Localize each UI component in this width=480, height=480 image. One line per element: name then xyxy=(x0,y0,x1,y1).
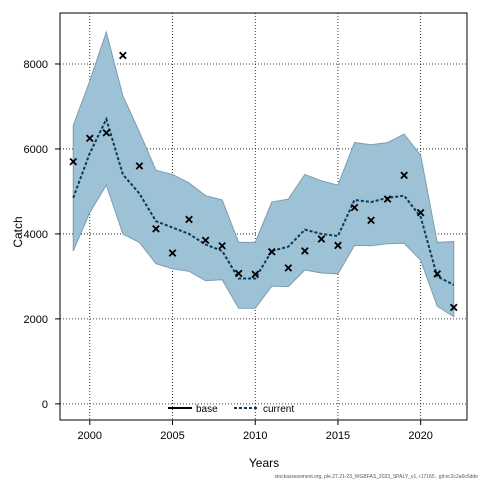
y-tick-label: 8000 xyxy=(24,59,48,71)
legend-base-label: base xyxy=(196,404,218,415)
observed-point xyxy=(267,247,276,256)
observed-point xyxy=(317,235,326,243)
observed-point xyxy=(301,247,309,255)
observed-point xyxy=(367,216,375,225)
observed-point xyxy=(69,157,78,166)
observed-point xyxy=(152,224,160,233)
observed-point xyxy=(334,241,342,250)
x-tick-label: 2000 xyxy=(78,430,102,442)
observed-point xyxy=(383,195,392,203)
observed-point xyxy=(85,134,94,143)
observed-point xyxy=(201,236,210,245)
y-axis: 0 2000 4000 6000 8000 xyxy=(24,59,60,411)
x-tick-label: 2005 xyxy=(160,430,184,442)
plot-frame xyxy=(59,12,468,421)
y-tick-label: 2000 xyxy=(24,314,48,326)
observed-point xyxy=(135,162,144,170)
observed-point xyxy=(102,128,111,137)
x-tick-label: 2015 xyxy=(326,430,350,442)
y-tick-label: 6000 xyxy=(24,144,48,156)
observed-point xyxy=(218,241,226,250)
y-tick-label: 4000 xyxy=(24,229,48,241)
x-axis: 2000 2005 2010 2015 2020 xyxy=(78,420,433,442)
x-tick-label: 2020 xyxy=(408,430,432,442)
observed-point xyxy=(284,264,293,272)
observed-point xyxy=(119,51,127,60)
observed-point xyxy=(416,208,425,217)
observed-point xyxy=(234,269,243,278)
observed-point xyxy=(168,249,177,257)
observed-point xyxy=(400,171,408,180)
legend-current-label: current xyxy=(263,404,294,415)
x-tick-label: 2010 xyxy=(243,430,267,442)
observed-point xyxy=(433,270,442,278)
observed-point xyxy=(185,215,193,224)
y-tick-label: 0 xyxy=(42,399,48,411)
observed-point xyxy=(251,270,260,279)
footer-credit: stockassessment.org, ple.27.21-23_WGBFAS… xyxy=(274,474,478,480)
y-axis-title: Catch xyxy=(11,216,25,247)
confidence-band xyxy=(72,30,455,318)
legend: base current xyxy=(168,404,294,415)
observed-markers xyxy=(69,51,458,312)
observed-point xyxy=(350,203,359,212)
observed-point xyxy=(449,303,458,312)
x-axis-title: Years xyxy=(249,456,279,470)
